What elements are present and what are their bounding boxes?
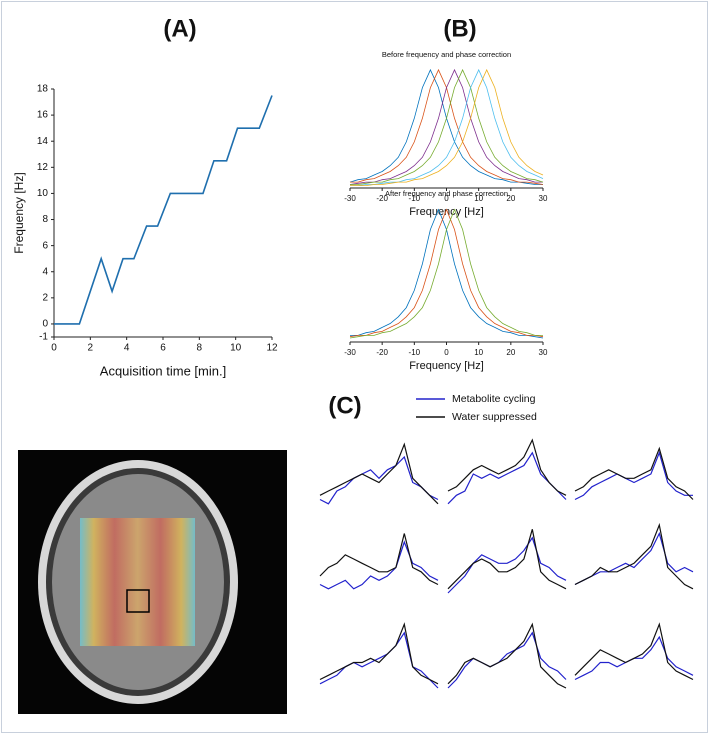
spectrum-line: [574, 450, 693, 501]
spectrum-line: [319, 631, 439, 689]
spectrum-line: [574, 622, 694, 681]
y-tick-label: 2: [42, 292, 48, 303]
spectrum-line: [574, 446, 694, 500]
x-tick-label: 10: [230, 343, 242, 354]
spectrum-line: [574, 522, 694, 590]
y-tick-label: 18: [37, 84, 49, 95]
y-axis-label: Frequency [Hz]: [12, 172, 26, 253]
y-tick-label: 14: [37, 136, 49, 147]
spectrum-line: [447, 536, 567, 594]
data-line: [349, 208, 543, 339]
x-tick-label: 0: [444, 348, 449, 357]
spectrum-line: [447, 622, 567, 689]
data-line: [349, 68, 543, 185]
x-tick-label: 10: [474, 194, 483, 203]
spectrum-line: [319, 533, 439, 586]
spectrum-line: [447, 631, 567, 689]
chart-title: Before frequency and phase correction: [382, 50, 511, 59]
spectrum-line: [319, 622, 439, 685]
legend-label: Water suppressed: [452, 411, 537, 423]
x-tick-label: 10: [474, 348, 483, 357]
data-line: [350, 68, 544, 186]
spectrum-line: [447, 451, 567, 505]
y-tick-label: 10: [37, 188, 49, 199]
x-tick-label: -10: [409, 194, 421, 203]
y-tick-label: 0: [42, 319, 48, 330]
spectrum-line: [319, 540, 439, 590]
x-axis-label: Frequency [Hz]: [409, 206, 484, 218]
spectrum-line: [447, 438, 567, 496]
spectrum-line: [319, 442, 439, 505]
x-tick-label: 30: [539, 348, 548, 357]
x-tick-label: -20: [376, 194, 388, 203]
panel-label: (B): [443, 15, 476, 42]
panel-label: (C): [328, 392, 361, 419]
x-axis-label: Frequency [Hz]: [409, 360, 484, 372]
y-tick-label: 16: [37, 110, 49, 121]
mri-image: [18, 450, 287, 714]
x-tick-label: 0: [51, 343, 57, 354]
spectrum-line: [574, 531, 694, 586]
data-line: [54, 95, 273, 325]
x-tick-label: 30: [539, 194, 548, 203]
x-tick-label: 6: [160, 343, 166, 354]
x-axis-label: Acquisition time [min.]: [100, 363, 226, 378]
panel-label: (A): [163, 15, 196, 42]
legend-label: Metabolite cycling: [452, 393, 536, 405]
x-tick-label: -30: [344, 194, 356, 203]
chart-title: After frequency and phase correction: [385, 189, 508, 198]
x-tick-label: 0: [444, 194, 449, 203]
x-tick-label: 2: [88, 343, 94, 354]
y-tick-label: 6: [42, 240, 48, 251]
spectrum-line: [319, 455, 439, 505]
y-tick-label: -1: [39, 332, 48, 343]
x-tick-label: 20: [506, 348, 515, 357]
data-line: [350, 68, 544, 186]
x-tick-label: 4: [124, 343, 130, 354]
x-tick-label: -10: [409, 348, 421, 357]
x-tick-label: 20: [506, 194, 515, 203]
y-tick-label: 4: [42, 266, 48, 277]
x-tick-label: -20: [376, 348, 388, 357]
x-tick-label: 12: [266, 343, 278, 354]
y-tick-label: 8: [42, 214, 48, 225]
x-tick-label: 8: [197, 343, 203, 354]
data-line: [350, 68, 544, 185]
data-line: [349, 208, 544, 338]
spectrum-line: [447, 529, 567, 590]
x-tick-label: -30: [344, 348, 356, 357]
y-tick-label: 12: [37, 162, 49, 173]
